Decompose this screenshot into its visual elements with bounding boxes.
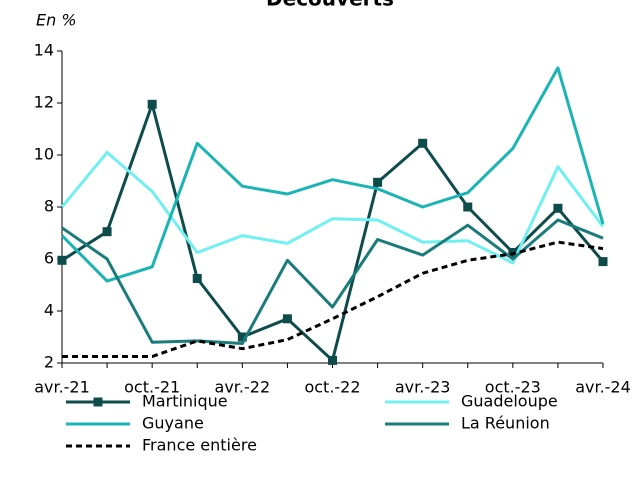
point-marker	[147, 99, 157, 109]
x-tick-label: oct.-23	[485, 378, 541, 397]
y-tick-label: 2	[44, 353, 54, 372]
legend-marker	[93, 397, 103, 407]
legend-label: France entière	[142, 436, 257, 455]
series-line	[61, 218, 604, 345]
x-tick-label: avr.-21	[34, 378, 90, 397]
point-marker	[192, 274, 202, 283]
point-marker	[418, 138, 428, 148]
x-tick-label: avr.-24	[575, 378, 631, 397]
y-tick-label: 12	[34, 93, 54, 112]
y-tick-label: 8	[44, 197, 54, 216]
legend-label: Martinique	[142, 392, 228, 411]
x-tick-label: oct.-21	[124, 378, 180, 397]
legend-label: La Réunion	[461, 414, 550, 433]
series-line	[62, 240, 604, 358]
y-tick-label: 14	[34, 41, 54, 60]
y-axis-label: En %	[36, 11, 77, 30]
series-line	[60, 150, 605, 265]
point-marker	[598, 257, 608, 267]
point-marker	[373, 177, 383, 187]
x-tick-label: avr.-22	[215, 378, 271, 397]
point-marker	[553, 203, 563, 213]
chart-title: Découverts	[266, 0, 394, 11]
legend-label: Guyane	[142, 414, 204, 433]
y-tick-label: 4	[44, 301, 54, 320]
point-marker	[102, 227, 112, 237]
series-line	[61, 102, 605, 362]
point-marker	[463, 202, 473, 212]
y-tick-label: 6	[44, 249, 54, 268]
legend-label: Guadeloupe	[461, 392, 558, 411]
x-tick-label: avr.-23	[395, 378, 451, 397]
x-tick-label: oct.-22	[304, 378, 360, 397]
point-marker	[328, 355, 337, 365]
point-marker	[282, 314, 292, 324]
series-line	[60, 66, 605, 283]
point-marker	[57, 255, 67, 265]
y-tick-label: 10	[34, 145, 54, 164]
point-marker	[237, 332, 247, 342]
